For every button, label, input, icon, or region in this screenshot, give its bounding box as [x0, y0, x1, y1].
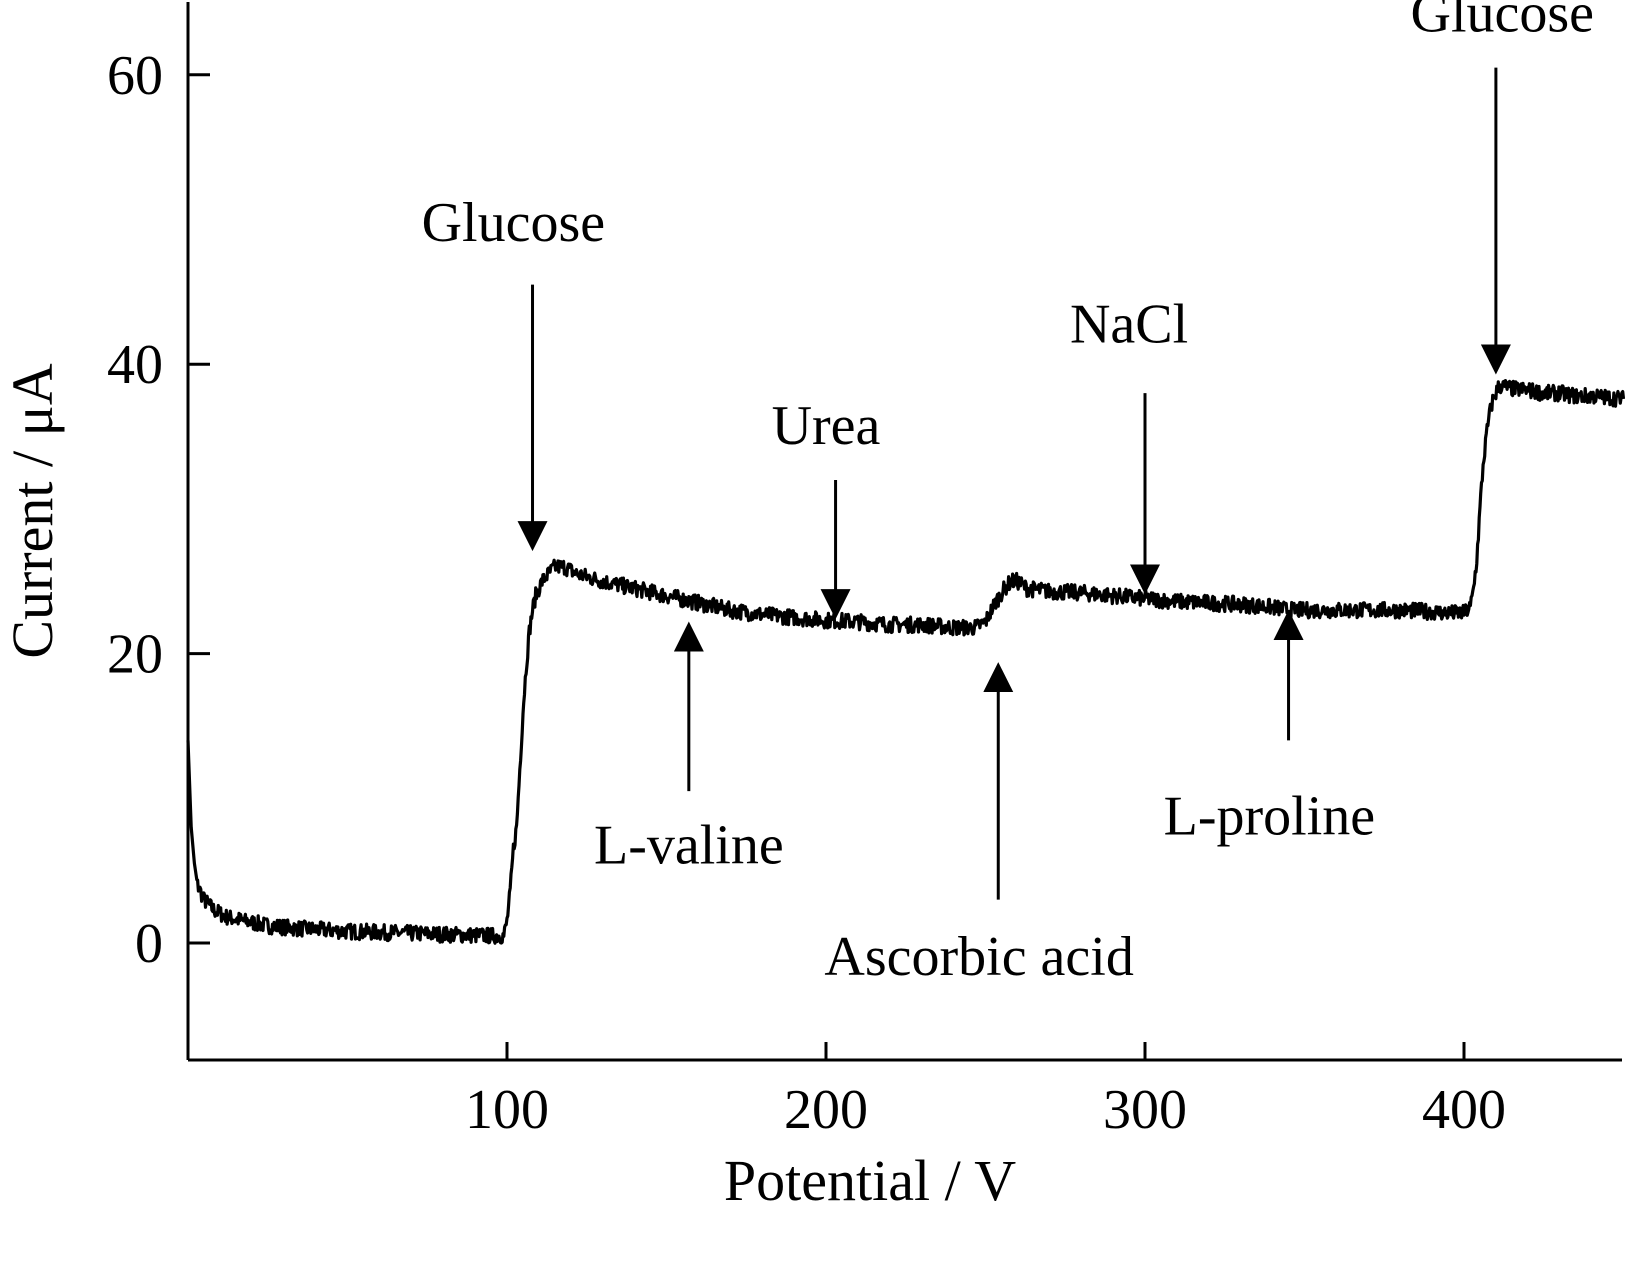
y-axis-label: Current / μA: [0, 363, 65, 658]
annotation-label: NaCl: [1070, 293, 1188, 355]
x-tick-label: 300: [1103, 1079, 1187, 1141]
data-series-line: [186, 379, 1625, 945]
y-tick-label: 20: [107, 624, 163, 686]
y-tick-label: 0: [135, 913, 163, 975]
x-tick-label: 400: [1422, 1079, 1506, 1141]
annotation-label: Glucose: [1411, 0, 1595, 44]
y-tick-label: 60: [107, 45, 163, 107]
y-tick-label: 40: [107, 334, 163, 396]
annotation-label: Urea: [772, 395, 881, 457]
x-tick-label: 100: [465, 1079, 549, 1141]
x-tick-label: 200: [784, 1079, 868, 1141]
annotation-label: L-valine: [594, 814, 784, 876]
annotation-label: Glucose: [422, 192, 606, 254]
annotation-label: Ascorbic acid: [824, 926, 1133, 988]
x-axis-label: Potential / V: [724, 1148, 1016, 1213]
annotation-label: L-proline: [1164, 785, 1375, 847]
